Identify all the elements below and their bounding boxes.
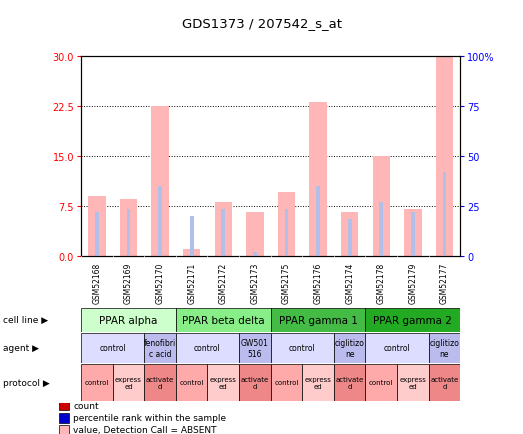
Text: value, Detection Call = ABSENT: value, Detection Call = ABSENT bbox=[73, 425, 217, 434]
Text: control: control bbox=[274, 380, 299, 385]
Bar bbox=[127, 210, 130, 256]
Bar bbox=[208, 364, 239, 401]
Bar bbox=[88, 196, 106, 256]
Bar bbox=[221, 210, 225, 256]
Text: count: count bbox=[73, 401, 99, 410]
Bar bbox=[95, 213, 99, 256]
Bar bbox=[302, 364, 334, 401]
Bar bbox=[239, 333, 271, 363]
Text: ciglitizo
ne: ciglitizo ne bbox=[429, 339, 459, 358]
Bar bbox=[436, 56, 453, 256]
Bar bbox=[144, 364, 176, 401]
Bar bbox=[151, 106, 169, 256]
Bar bbox=[334, 333, 366, 363]
Bar bbox=[120, 200, 137, 256]
Text: activate
d: activate d bbox=[336, 376, 364, 389]
Bar bbox=[176, 308, 271, 332]
Bar bbox=[271, 333, 334, 363]
Bar bbox=[144, 333, 176, 363]
Text: agent ▶: agent ▶ bbox=[3, 344, 39, 352]
Bar bbox=[411, 213, 415, 256]
Text: percentile rank within the sample: percentile rank within the sample bbox=[73, 413, 226, 422]
Text: express
ed: express ed bbox=[304, 376, 332, 389]
Text: PPAR gamma 2: PPAR gamma 2 bbox=[373, 315, 452, 325]
Bar bbox=[271, 364, 302, 401]
Bar bbox=[429, 364, 460, 401]
Bar bbox=[334, 364, 366, 401]
Bar bbox=[81, 308, 176, 332]
Bar bbox=[379, 203, 383, 256]
Bar bbox=[176, 364, 208, 401]
Text: ciglitizo
ne: ciglitizo ne bbox=[335, 339, 365, 358]
Text: fenofibri
c acid: fenofibri c acid bbox=[144, 339, 176, 358]
Bar bbox=[404, 210, 422, 256]
Bar bbox=[246, 213, 264, 256]
Text: activate
d: activate d bbox=[241, 376, 269, 389]
Bar bbox=[112, 364, 144, 401]
Text: express
ed: express ed bbox=[115, 376, 142, 389]
Bar bbox=[366, 308, 460, 332]
Bar bbox=[59, 424, 69, 434]
Text: protocol ▶: protocol ▶ bbox=[3, 378, 49, 387]
Bar bbox=[366, 364, 397, 401]
Text: GDS1373 / 207542_s_at: GDS1373 / 207542_s_at bbox=[181, 17, 342, 30]
Text: PPAR beta delta: PPAR beta delta bbox=[182, 315, 265, 325]
Text: express
ed: express ed bbox=[210, 376, 237, 389]
Text: control: control bbox=[194, 344, 221, 352]
Bar bbox=[59, 401, 69, 411]
Bar bbox=[81, 333, 144, 363]
Text: control: control bbox=[369, 380, 393, 385]
Bar bbox=[285, 210, 288, 256]
Text: control: control bbox=[85, 380, 109, 385]
Bar bbox=[59, 413, 69, 423]
Bar bbox=[366, 333, 429, 363]
Bar bbox=[397, 364, 429, 401]
Bar bbox=[372, 156, 390, 256]
Text: cell line ▶: cell line ▶ bbox=[3, 316, 48, 325]
Bar bbox=[253, 253, 257, 256]
Bar bbox=[348, 220, 351, 256]
Text: control: control bbox=[99, 344, 126, 352]
Text: PPAR alpha: PPAR alpha bbox=[99, 315, 157, 325]
Text: activate
d: activate d bbox=[430, 376, 459, 389]
Text: control: control bbox=[179, 380, 204, 385]
Bar bbox=[429, 333, 460, 363]
Bar bbox=[271, 308, 366, 332]
Bar bbox=[81, 364, 112, 401]
Bar bbox=[341, 213, 358, 256]
Text: activate
d: activate d bbox=[146, 376, 174, 389]
Bar bbox=[183, 250, 200, 256]
Bar bbox=[158, 186, 162, 256]
Bar bbox=[316, 186, 320, 256]
Bar bbox=[176, 333, 239, 363]
Text: express
ed: express ed bbox=[400, 376, 426, 389]
Text: control: control bbox=[384, 344, 411, 352]
Text: PPAR gamma 1: PPAR gamma 1 bbox=[279, 315, 358, 325]
Bar bbox=[310, 103, 327, 256]
Bar bbox=[190, 216, 194, 256]
Bar bbox=[214, 203, 232, 256]
Bar bbox=[278, 193, 295, 256]
Bar bbox=[442, 173, 446, 256]
Bar bbox=[239, 364, 271, 401]
Text: GW501
516: GW501 516 bbox=[241, 339, 269, 358]
Text: control: control bbox=[289, 344, 315, 352]
